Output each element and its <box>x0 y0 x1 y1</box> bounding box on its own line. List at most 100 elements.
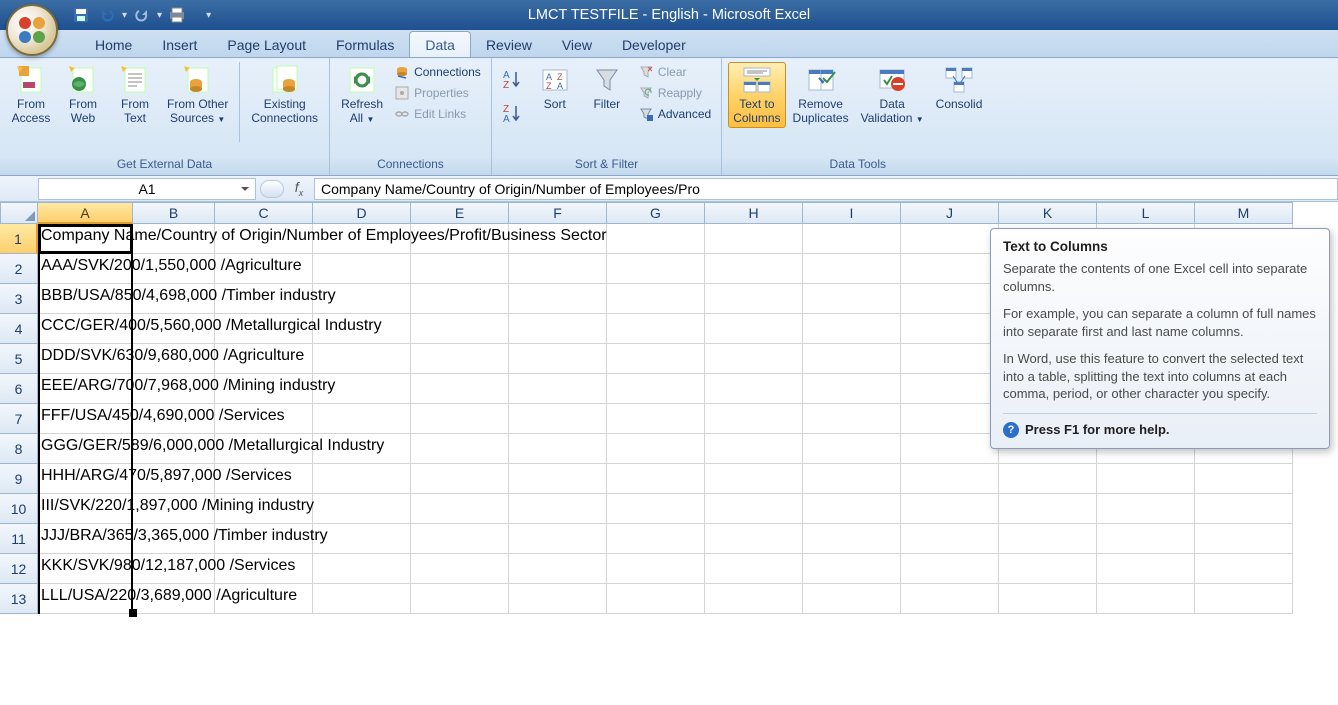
cell-D10[interactable] <box>313 494 411 524</box>
cell-L13[interactable] <box>1097 584 1195 614</box>
cell-L9[interactable] <box>1097 464 1195 494</box>
cell-J5[interactable] <box>901 344 999 374</box>
cell-J6[interactable] <box>901 374 999 404</box>
row-header-8[interactable]: 8 <box>0 434 38 464</box>
cell-G2[interactable] <box>607 254 705 284</box>
cell-A12[interactable]: KKK/SVK/980/12,187,000 /Services <box>38 554 133 584</box>
cell-G4[interactable] <box>607 314 705 344</box>
cell-A10[interactable]: III/SVK/220/1,897,000 /Mining industry <box>38 494 133 524</box>
cell-J13[interactable] <box>901 584 999 614</box>
cell-H3[interactable] <box>705 284 803 314</box>
cell-E8[interactable] <box>411 434 509 464</box>
cell-G3[interactable] <box>607 284 705 314</box>
cell-E11[interactable] <box>411 524 509 554</box>
cell-H1[interactable] <box>705 224 803 254</box>
row-header-13[interactable]: 13 <box>0 584 38 614</box>
cell-G5[interactable] <box>607 344 705 374</box>
cell-A2[interactable]: AAA/SVK/200/1,550,000 /Agriculture <box>38 254 133 284</box>
cell-G7[interactable] <box>607 404 705 434</box>
name-box[interactable]: A1 <box>38 178 256 200</box>
cell-I11[interactable] <box>803 524 901 554</box>
cell-F4[interactable] <box>509 314 607 344</box>
cell-H8[interactable] <box>705 434 803 464</box>
cell-D12[interactable] <box>313 554 411 584</box>
cell-D13[interactable] <box>313 584 411 614</box>
cell-A1[interactable]: Company Name/Country of Origin/Number of… <box>38 224 133 254</box>
cell-A3[interactable]: BBB/USA/850/4,698,000 /Timber industry <box>38 284 133 314</box>
connections-button[interactable]: Connections <box>390 62 485 82</box>
column-header-M[interactable]: M <box>1195 202 1293 224</box>
cell-J3[interactable] <box>901 284 999 314</box>
cell-I2[interactable] <box>803 254 901 284</box>
column-header-B[interactable]: B <box>133 202 215 224</box>
column-header-J[interactable]: J <box>901 202 999 224</box>
qat-print-button[interactable] <box>166 4 188 26</box>
qat-redo-button[interactable] <box>131 4 153 26</box>
cell-I5[interactable] <box>803 344 901 374</box>
fill-handle[interactable] <box>129 609 137 617</box>
cell-L11[interactable] <box>1097 524 1195 554</box>
from-text-button[interactable]: FromText <box>110 62 160 128</box>
cell-G6[interactable] <box>607 374 705 404</box>
sort-button[interactable]: AZZA Sort <box>530 62 580 114</box>
cell-I10[interactable] <box>803 494 901 524</box>
cell-K11[interactable] <box>999 524 1097 554</box>
cell-I3[interactable] <box>803 284 901 314</box>
office-button[interactable] <box>6 4 58 56</box>
cell-A13[interactable]: LLL/USA/220/3,689,000 /Agriculture <box>38 584 133 614</box>
cell-H13[interactable] <box>705 584 803 614</box>
cell-E5[interactable] <box>411 344 509 374</box>
cell-A11[interactable]: JJJ/BRA/365/3,365,000 /Timber industry <box>38 524 133 554</box>
tab-formulas[interactable]: Formulas <box>321 32 409 57</box>
cell-I1[interactable] <box>803 224 901 254</box>
cell-F13[interactable] <box>509 584 607 614</box>
cell-G10[interactable] <box>607 494 705 524</box>
cell-M10[interactable] <box>1195 494 1293 524</box>
cell-L10[interactable] <box>1097 494 1195 524</box>
row-header-4[interactable]: 4 <box>0 314 38 344</box>
cell-F9[interactable] <box>509 464 607 494</box>
row-header-3[interactable]: 3 <box>0 284 38 314</box>
cell-H11[interactable] <box>705 524 803 554</box>
cell-G1[interactable] <box>607 224 705 254</box>
remove-duplicates-button[interactable]: RemoveDuplicates <box>788 62 854 128</box>
cell-G11[interactable] <box>607 524 705 554</box>
cell-J8[interactable] <box>901 434 999 464</box>
from-web-button[interactable]: FromWeb <box>58 62 108 128</box>
row-header-2[interactable]: 2 <box>0 254 38 284</box>
cell-F12[interactable] <box>509 554 607 584</box>
cell-D9[interactable] <box>313 464 411 494</box>
cell-E4[interactable] <box>411 314 509 344</box>
row-header-9[interactable]: 9 <box>0 464 38 494</box>
row-header-11[interactable]: 11 <box>0 524 38 554</box>
select-all-corner[interactable] <box>0 202 38 224</box>
cell-E10[interactable] <box>411 494 509 524</box>
row-header-12[interactable]: 12 <box>0 554 38 584</box>
cell-J10[interactable] <box>901 494 999 524</box>
column-header-H[interactable]: H <box>705 202 803 224</box>
column-header-A[interactable]: A <box>38 202 133 224</box>
cell-G9[interactable] <box>607 464 705 494</box>
qat-save-button[interactable] <box>70 4 92 26</box>
filter-button[interactable]: Filter <box>582 62 632 114</box>
row-header-10[interactable]: 10 <box>0 494 38 524</box>
cell-I6[interactable] <box>803 374 901 404</box>
cell-I9[interactable] <box>803 464 901 494</box>
cell-G12[interactable] <box>607 554 705 584</box>
row-header-6[interactable]: 6 <box>0 374 38 404</box>
cell-F8[interactable] <box>509 434 607 464</box>
cell-D2[interactable] <box>313 254 411 284</box>
cell-M12[interactable] <box>1195 554 1293 584</box>
qat-redo-dropdown[interactable]: ▾ <box>157 10 162 21</box>
column-header-L[interactable]: L <box>1097 202 1195 224</box>
formula-input[interactable]: Company Name/Country of Origin/Number of… <box>314 178 1338 200</box>
cell-E6[interactable] <box>411 374 509 404</box>
column-header-K[interactable]: K <box>999 202 1097 224</box>
cell-H9[interactable] <box>705 464 803 494</box>
consolidate-button[interactable]: Consolid <box>931 62 988 114</box>
column-header-F[interactable]: F <box>509 202 607 224</box>
refresh-all-button[interactable]: RefreshAll ▼ <box>336 62 388 128</box>
cell-A5[interactable]: DDD/SVK/630/9,680,000 /Agriculture <box>38 344 133 374</box>
tab-insert[interactable]: Insert <box>147 32 212 57</box>
tab-developer[interactable]: Developer <box>607 32 701 57</box>
